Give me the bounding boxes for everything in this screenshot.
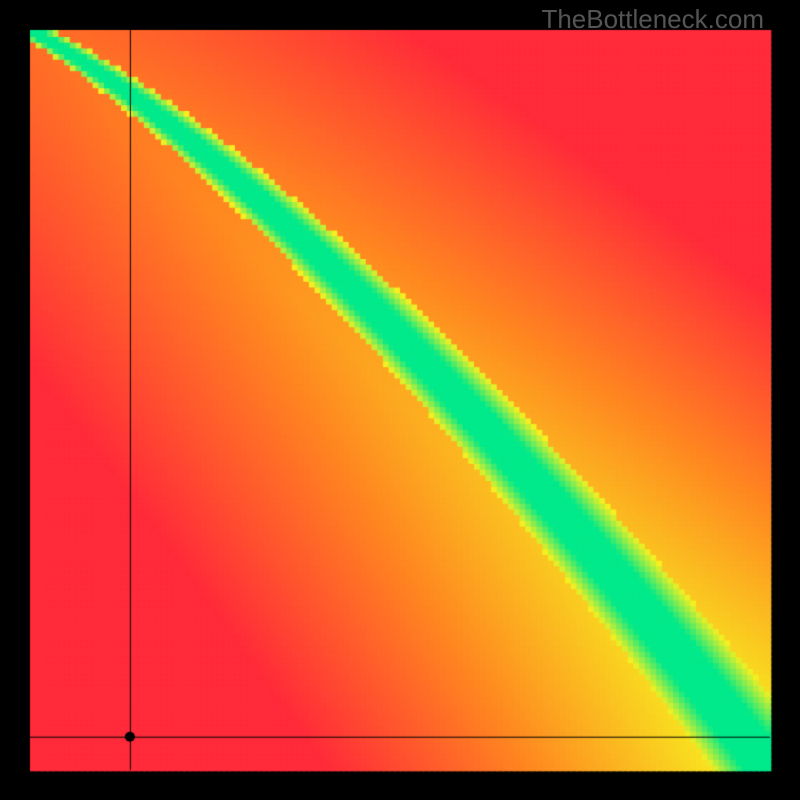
heatmap-canvas — [0, 0, 800, 800]
watermark-text: TheBottleneck.com — [541, 4, 764, 35]
